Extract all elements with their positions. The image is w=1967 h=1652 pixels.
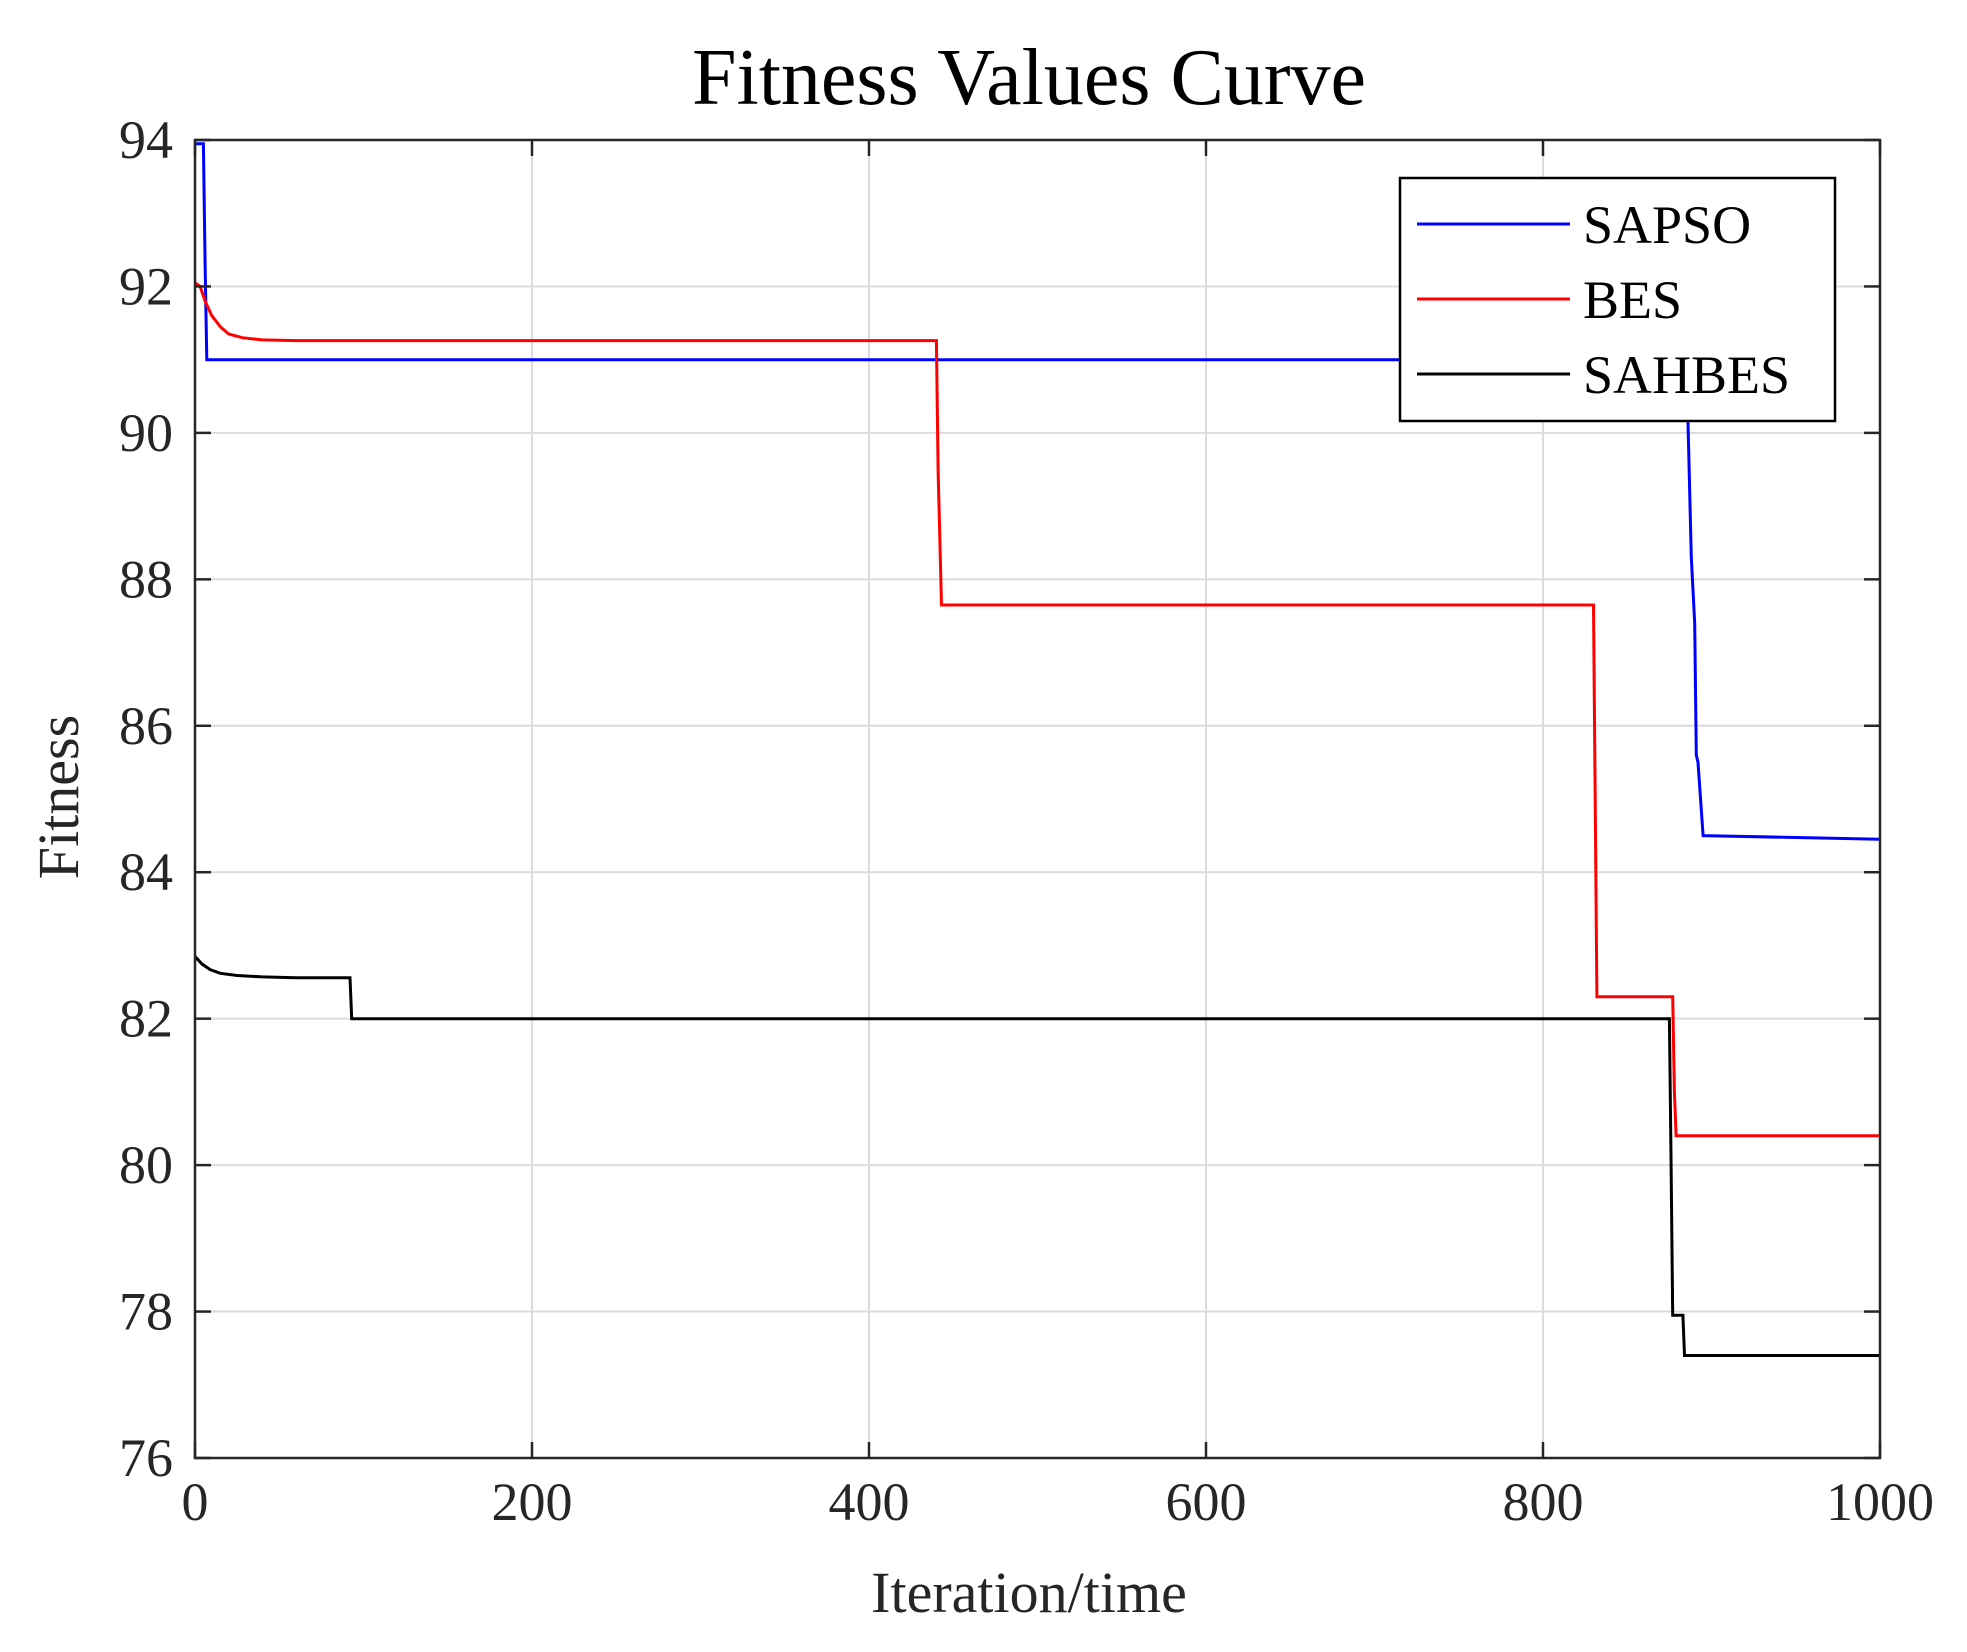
series-lines <box>193 142 1881 1357</box>
y-axis-label: Fitness <box>26 715 91 879</box>
x-tick-label: 800 <box>1503 1472 1584 1532</box>
series-line-sapso <box>195 142 1881 841</box>
y-tick-label: 82 <box>119 989 173 1049</box>
x-axis-label: Iteration/time <box>871 1560 1187 1625</box>
series-line-bes <box>194 281 1880 1138</box>
y-tick-label: 78 <box>119 1282 173 1342</box>
plot-frame <box>193 138 1882 1460</box>
y-tick-label: 92 <box>119 256 173 316</box>
x-tick-label: 0 <box>182 1472 209 1532</box>
axes: 0 200 400 600 800 1000 76 78 80 82 84 86 88 90 92 94 <box>119 110 1934 1532</box>
y-tick-label: 90 <box>119 403 173 463</box>
y-tick-label: 88 <box>119 549 173 609</box>
x-tick-label: 1000 <box>1826 1472 1934 1532</box>
x-tick-label: 600 <box>1166 1472 1247 1532</box>
x-tick-label: 200 <box>492 1472 573 1532</box>
legend: SAPSO BES SAHBES <box>1398 176 1837 423</box>
y-tick-label: 86 <box>119 696 173 756</box>
y-tick-label: 80 <box>119 1135 173 1195</box>
x-tick-label: 400 <box>829 1472 910 1532</box>
y-tick-label: 76 <box>119 1428 173 1488</box>
y-tick-label: 84 <box>119 842 173 902</box>
legend-label-sahbes: SAHBES <box>1583 345 1790 405</box>
legend-label-bes: BES <box>1583 270 1682 330</box>
y-tick-label: 94 <box>119 110 173 170</box>
series-line-sahbes <box>193 955 1880 1357</box>
legend-label-sapso: SAPSO <box>1583 195 1751 255</box>
chart-title: Fitness Values Curve <box>692 34 1366 122</box>
